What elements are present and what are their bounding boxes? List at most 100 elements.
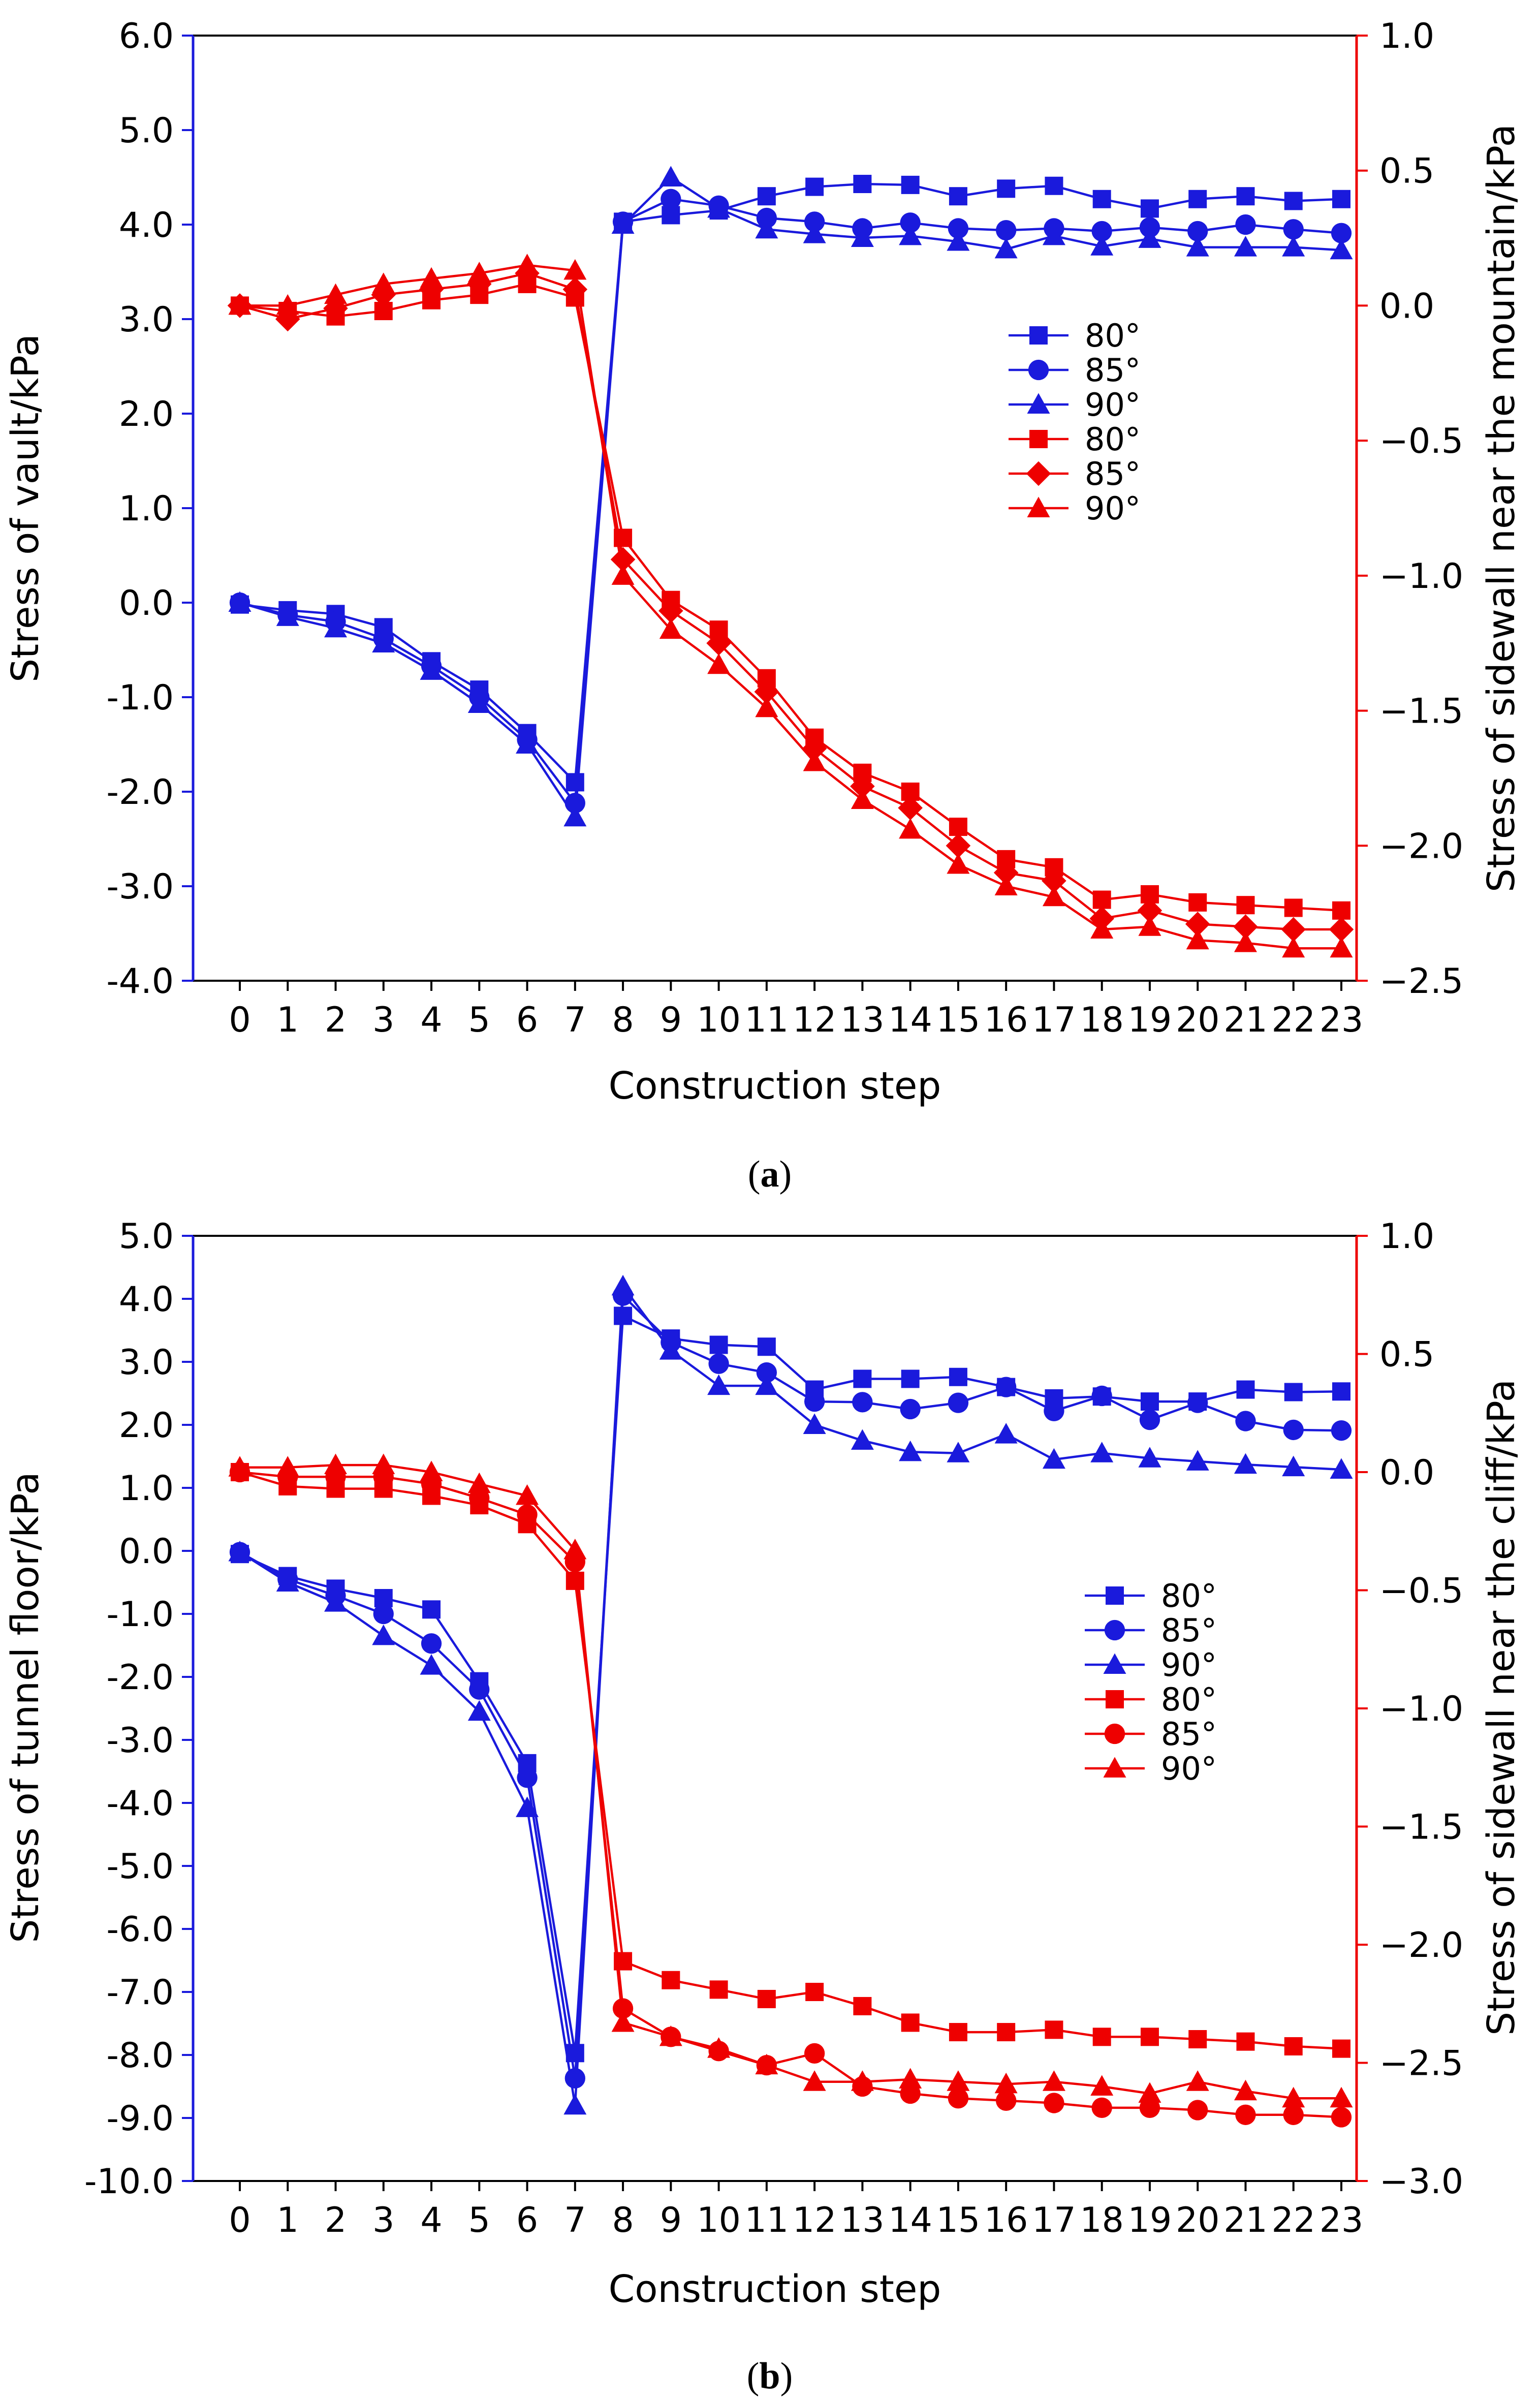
data-point-blue-triangle (1090, 235, 1114, 256)
left-tick-label: 5.0 (119, 1217, 174, 1257)
data-point-blue-circle (1091, 1385, 1112, 1407)
left-tick-label: 5.0 (119, 111, 174, 151)
legend-marker-blue-square (1106, 1586, 1124, 1605)
data-point-blue-circle (1044, 1400, 1064, 1421)
data-point-red-triangle (611, 2011, 635, 2032)
left-tick-label: -2.0 (106, 1658, 174, 1698)
right-tick-label: −0.5 (1379, 1571, 1463, 1611)
data-point-red-triangle (1042, 885, 1065, 907)
data-point-blue-triangle (372, 1624, 395, 1645)
data-point-red-triangle (947, 853, 970, 874)
data-point-blue-triangle (611, 213, 635, 234)
x-tick-label: 15 (936, 1000, 981, 1040)
x-tick-label: 10 (697, 2200, 741, 2240)
x-axis-label-b: Construction step (609, 2267, 941, 2311)
data-point-red-square (853, 1997, 872, 2015)
data-point-red-diamond (610, 547, 636, 572)
data-point-red-triangle (516, 1484, 539, 1505)
data-point-blue-triangle (1186, 236, 1209, 257)
data-point-red-triangle (1186, 928, 1209, 950)
data-point-blue-circle (1283, 1419, 1304, 1441)
right-tick-label: −2.5 (1379, 2044, 1463, 2084)
data-point-blue-triangle (324, 616, 348, 638)
x-tick-label: 6 (516, 2200, 538, 2240)
data-point-blue-circle (948, 218, 969, 239)
left-tick-label: 0.0 (119, 583, 174, 624)
x-tick-label: 11 (745, 1000, 789, 1040)
data-point-red-square (1284, 898, 1303, 917)
data-point-red-square (1188, 2030, 1207, 2048)
legend-marker-blue-square (1029, 326, 1048, 345)
data-point-blue-square (949, 1367, 967, 1386)
left-tick-label: 4.0 (119, 205, 174, 245)
data-point-red-diamond (562, 277, 588, 302)
data-point-blue-square (709, 1335, 728, 1354)
data-point-red-triangle (467, 262, 491, 283)
legend-marker-blue-circle (1104, 1619, 1125, 1641)
x-tick-label: 4 (420, 2200, 442, 2240)
data-point-red-triangle (372, 272, 395, 293)
data-point-red-triangle (851, 2070, 874, 2091)
data-point-blue-triangle (994, 1423, 1018, 1444)
data-point-red-circle (804, 2043, 825, 2064)
data-point-blue-circle (469, 1679, 490, 1700)
data-point-red-diamond (1042, 868, 1066, 893)
data-point-red-square (901, 2013, 920, 2032)
data-point-blue-circle (1283, 219, 1304, 240)
data-point-blue-square (1332, 1382, 1350, 1401)
data-point-blue-triangle (467, 692, 491, 713)
data-point-red-triangle (755, 696, 778, 718)
right-tick-label: −1.0 (1379, 556, 1463, 597)
data-point-blue-circle (1235, 1411, 1256, 1431)
data-point-red-triangle (851, 788, 874, 809)
x-tick-label: 7 (564, 1000, 586, 1040)
legend-marker-red-circle (1104, 1723, 1125, 1744)
legend-label: 90° (1161, 1750, 1217, 1787)
data-point-blue-triangle (1234, 236, 1257, 257)
data-point-red-square (1092, 2028, 1111, 2046)
legend-marker-red-triangle (1103, 1757, 1126, 1778)
data-point-blue-triangle (611, 1274, 635, 1296)
data-point-blue-square (565, 773, 584, 792)
right-tick-label: −1.5 (1379, 692, 1463, 732)
data-point-red-square (757, 1989, 776, 2008)
data-point-red-triangle (1090, 2075, 1114, 2096)
x-tick-label: 19 (1128, 1000, 1172, 1040)
left-tick-label: 4.0 (119, 1280, 174, 1320)
x-tick-label: 0 (229, 1000, 250, 1040)
data-point-red-triangle (563, 1538, 587, 1560)
data-point-red-square (997, 2023, 1016, 2042)
legend-label: 90° (1161, 1646, 1217, 1684)
right-tick-label: −3.0 (1379, 2162, 1463, 2202)
data-point-red-diamond (1281, 917, 1306, 942)
x-tick-label: 2 (325, 1000, 347, 1040)
data-point-red-circle (1283, 2104, 1304, 2125)
data-point-blue-square (422, 1600, 441, 1619)
data-point-blue-circle (996, 1377, 1017, 1397)
left-tick-label: 3.0 (119, 1343, 174, 1383)
right-tick-label: 0.0 (1379, 286, 1434, 326)
data-point-blue-triangle (947, 230, 970, 251)
left-tick-label: -6.0 (106, 1910, 174, 1950)
y-axis-left-label-b: Stress of tunnel floor/kPa (4, 1472, 47, 1943)
data-point-blue-triangle (659, 1339, 682, 1360)
data-point-blue-triangle (1282, 1455, 1305, 1477)
data-point-blue-triangle (516, 733, 539, 754)
right-tick-label: 0.5 (1379, 1335, 1434, 1375)
x-tick-label: 9 (660, 1000, 682, 1040)
data-point-red-square (662, 1971, 680, 1989)
data-point-blue-circle (1187, 221, 1208, 242)
data-point-blue-circle (852, 1392, 873, 1413)
x-tick-label: 13 (840, 1000, 885, 1040)
legend-marker-red-square (1106, 1690, 1124, 1708)
data-point-blue-circle (804, 211, 825, 232)
x-tick-label: 1 (277, 1000, 299, 1040)
data-point-red-triangle (1234, 2079, 1257, 2101)
data-point-blue-triangle (899, 224, 922, 245)
legend-marker-blue-triangle (1103, 1653, 1126, 1674)
data-point-red-diamond (1137, 898, 1162, 923)
data-point-red-triangle (994, 875, 1018, 895)
data-point-red-triangle (659, 2025, 682, 2046)
data-point-blue-triangle (324, 1591, 348, 1612)
